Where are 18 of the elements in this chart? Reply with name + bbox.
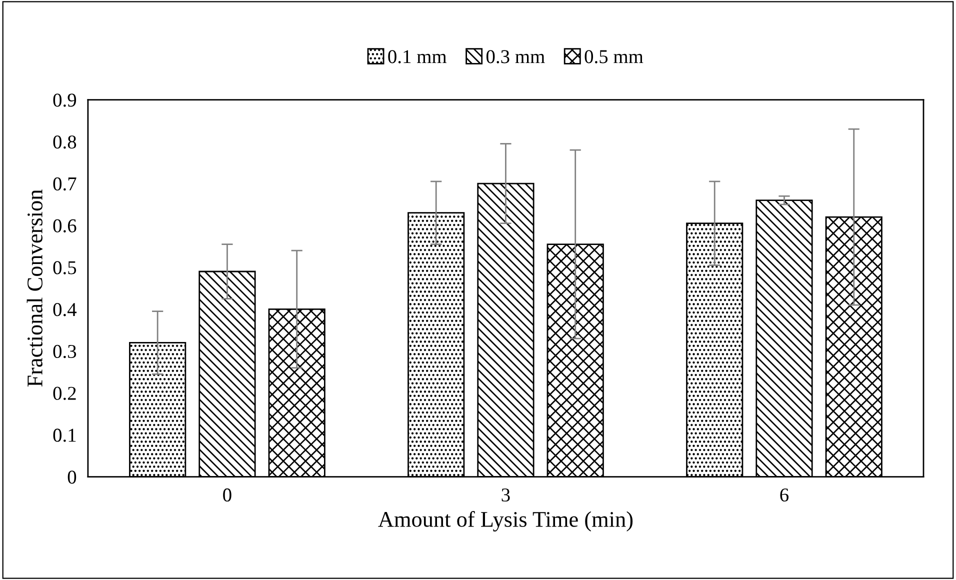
y-tick-label: 0.9 [53,94,76,107]
x-axis-title: Amount of Lysis Time (min) [378,511,633,532]
legend-label: 0.3 mm [486,50,545,64]
x-tick-label: 3 [502,488,510,502]
y-tick-label: 0.4 [53,303,77,316]
y-tick-label: 0.3 [53,344,76,358]
y-tick-label: 0.1 [53,428,76,442]
y-tick-label: 0.7 [53,177,76,191]
y-axis-title: Fractional Conversion [26,190,42,387]
y-tick-label: 0.5 [53,261,76,274]
x-tick-label: 6 [780,488,789,502]
x-tick-label: 0 [223,488,232,502]
legend-label: 0.1 mm [388,50,447,64]
legend-label: 0.5 mm [584,50,644,64]
y-tick-label: 0.2 [53,386,76,400]
y-tick-label: 0.6 [53,219,76,232]
y-tick-label: 0 [68,470,76,484]
y-tick-label: 0.8 [53,135,76,149]
